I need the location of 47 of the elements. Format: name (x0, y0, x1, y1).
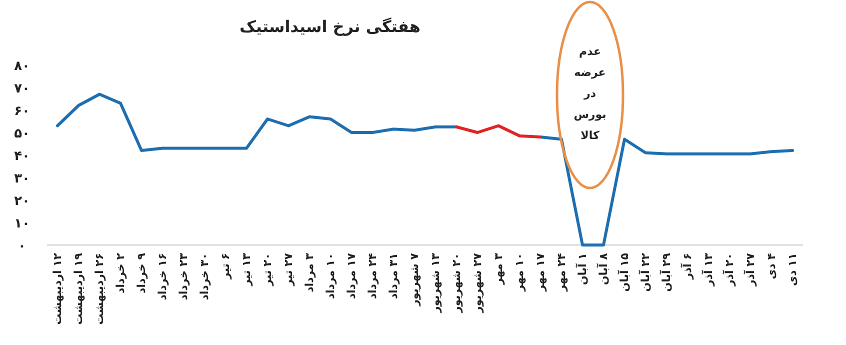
xtick: ۲۳ خرداد (177, 253, 190, 300)
xtick: ۱۹ اردیبهشت (72, 253, 85, 325)
xtick: ۱۷ مهر (534, 253, 547, 292)
xtick: ۹ خرداد (135, 253, 148, 294)
ytick: ۱۰ (14, 216, 30, 232)
ytick: ۳۰ (14, 172, 30, 186)
ytick: ۶۰ (14, 104, 30, 119)
xtick: ۱۷ مرداد (345, 253, 358, 299)
xtick: ۱۲ اردیبهشت (51, 253, 64, 325)
ytick: ۵۰ (14, 126, 30, 142)
xtick: ۳۰ خرداد (198, 253, 211, 300)
xtick: ۲۷ تیر (282, 253, 295, 286)
xtick: ۲۴ مهر (555, 253, 568, 292)
xtick: ۸ آبان (597, 253, 610, 285)
xtick: ۲۷ آذر (744, 253, 757, 286)
xtick: ۲۰ آذر (723, 253, 736, 286)
xtick: ۱۱ دی (786, 253, 799, 286)
xtick: ۱۳ تیر (240, 253, 253, 286)
xtick: ۲۰ تیر (261, 253, 274, 286)
title: هفتگی نرخ اسیداستیک (240, 17, 420, 36)
annotation: عدم عرضه در بورس کالا (574, 45, 606, 142)
ytick: ۸۰ (14, 59, 30, 74)
xtick: ۱۰ مرداد (324, 253, 337, 299)
xtick: ۱۵ آبان (618, 253, 631, 292)
xtick: ۲۲ آبان (639, 253, 652, 292)
xtick: ۷ شهریور (408, 253, 421, 306)
xtick: ۲۴ مرداد (366, 253, 379, 299)
xtick: ۱۳ شهریور (429, 253, 442, 313)
xtick: ۳ مرداد (303, 253, 316, 292)
xtick: ۱۳ آذر (702, 253, 715, 286)
xtick: ۴ دی (765, 253, 778, 280)
ytick: ۷۰ (14, 82, 30, 96)
xtick: ۱۶ خرداد (156, 253, 169, 300)
ytick: ۴۰ (14, 149, 30, 164)
xtick: ۲۷ شهریور (471, 253, 484, 313)
xtick: ۲۶ اردیبهشت (93, 253, 106, 325)
xtick: ۳۱ مرداد (387, 253, 400, 299)
xtick: ۲۰ شهریور (450, 253, 463, 313)
xtick: ۲۹ آبان (660, 253, 673, 292)
xtick: ۲ خرداد (114, 253, 127, 294)
xtick: ۶ تیر (219, 253, 232, 280)
ytick: ۰ (18, 239, 26, 254)
xtick: ۳ مهر (492, 253, 505, 284)
xtick: ۶ آذر (681, 253, 694, 280)
ytick: ۲۰ (14, 194, 30, 209)
xtick: ۱۰ مهر (513, 253, 526, 292)
xtick: ۱ آبان (576, 253, 589, 285)
